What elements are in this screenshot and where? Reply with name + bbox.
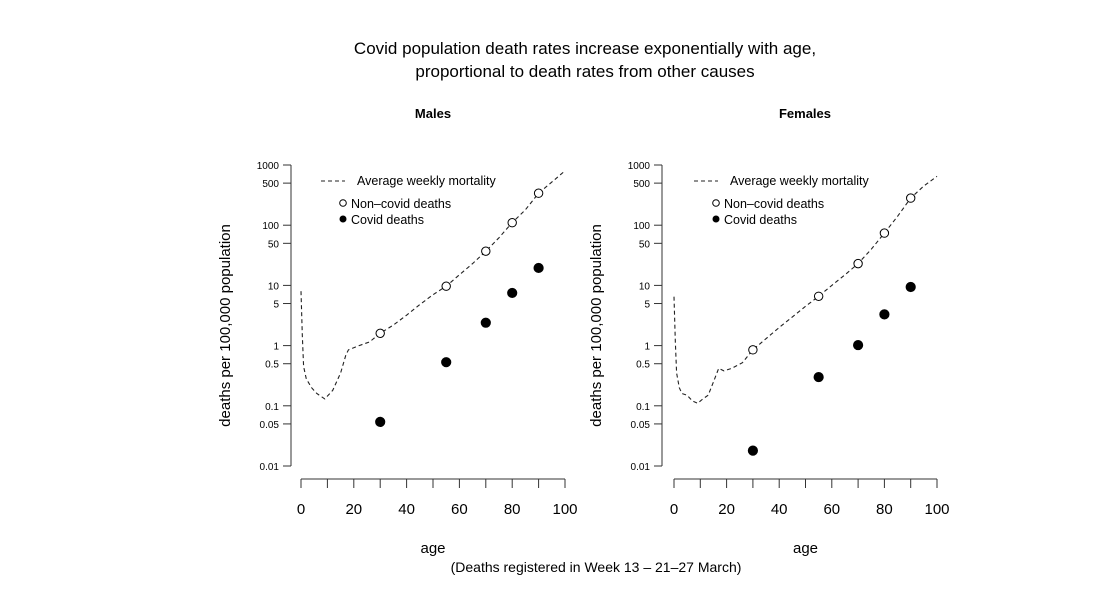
x-tick-label: 60 — [451, 501, 468, 518]
covid-point — [879, 309, 890, 320]
y-tick-label: 0.1 — [265, 402, 279, 413]
x-tick-label: 80 — [504, 501, 521, 518]
panel-title: Males — [415, 106, 451, 121]
y-tick-label: 1 — [644, 342, 650, 353]
covid-point — [375, 416, 386, 428]
y-tick-label: 1000 — [628, 161, 651, 172]
figure-title-line1: Covid population death rates increase ex… — [354, 39, 816, 58]
legend-filled-circle-icon — [712, 215, 720, 223]
x-tick-label: 40 — [398, 501, 415, 518]
y-tick-label: 500 — [633, 179, 650, 190]
non-covid-point — [813, 291, 824, 301]
females-panel: Females10005001005010510.50.10.050.01dea… — [588, 106, 950, 557]
y-tick-label: 0.05 — [631, 420, 651, 431]
figure-caption: (Deaths registered in Week 13 – 21–27 Ma… — [451, 559, 742, 575]
y-tick-label: 100 — [262, 221, 279, 232]
males-panel: Males10005001005010510.50.10.050.01death… — [217, 106, 578, 557]
non-covid-point — [748, 345, 758, 355]
x-tick-label: 0 — [297, 501, 305, 518]
x-tick-label: 20 — [718, 501, 735, 518]
x-tick-label: 100 — [552, 501, 577, 518]
legend-open-circle-icon — [339, 199, 347, 207]
non-covid-point — [906, 193, 916, 203]
x-axis-label: age — [420, 540, 445, 557]
x-axis-label: age — [793, 540, 818, 557]
y-tick-label: 10 — [268, 281, 280, 292]
covid-point — [813, 371, 824, 383]
legend-open-circle-icon — [712, 199, 720, 207]
legend-label: Covid deaths — [351, 213, 424, 227]
y-tick-label: 500 — [262, 179, 279, 190]
x-tick-label: 40 — [771, 501, 788, 518]
y-tick-label: 1 — [273, 342, 279, 353]
y-tick-label: 0.5 — [636, 360, 650, 371]
non-covid-point — [853, 258, 863, 269]
y-tick-label: 100 — [633, 221, 650, 232]
x-tick-label: 0 — [670, 501, 678, 518]
non-covid-point — [441, 281, 451, 291]
y-tick-label: 0.1 — [636, 402, 650, 413]
legend-label: Average weekly mortality — [730, 174, 869, 188]
y-tick-label: 1000 — [257, 161, 280, 172]
y-tick-label: 5 — [644, 300, 650, 311]
non-covid-point — [375, 328, 385, 339]
legend-label: Non–covid deaths — [351, 197, 451, 211]
y-tick-label: 5 — [273, 300, 279, 311]
y-tick-label: 0.01 — [631, 462, 651, 473]
panel-title: Females — [779, 106, 831, 121]
legend-label: Average weekly mortality — [357, 174, 496, 188]
covid-point — [507, 287, 518, 299]
covid-point — [441, 357, 452, 368]
y-tick-label: 0.05 — [260, 420, 280, 431]
non-covid-point — [533, 188, 544, 198]
x-tick-label: 20 — [345, 501, 362, 518]
non-covid-point — [507, 218, 517, 228]
non-covid-point — [879, 228, 890, 238]
covid-point — [533, 262, 544, 274]
legend-filled-circle-icon — [339, 215, 347, 223]
x-tick-label: 80 — [876, 501, 893, 518]
covid-point — [747, 445, 759, 456]
y-axis-label: deaths per 100,000 population — [217, 224, 234, 427]
y-tick-label: 50 — [639, 239, 651, 250]
y-tick-label: 10 — [639, 281, 651, 292]
non-covid-point — [481, 246, 491, 256]
figure-title-line2: proportional to death rates from other c… — [415, 62, 754, 81]
covid-point — [853, 339, 864, 351]
covid-point — [905, 281, 916, 293]
legend-label: Covid deaths — [724, 213, 797, 227]
legend-label: Non–covid deaths — [724, 197, 824, 211]
mortality-line — [673, 175, 938, 404]
y-tick-label: 50 — [268, 239, 280, 250]
y-tick-label: 0.5 — [265, 360, 279, 371]
covid-point — [480, 317, 491, 328]
y-tick-label: 0.01 — [260, 462, 280, 473]
x-tick-label: 100 — [924, 501, 949, 518]
x-tick-label: 60 — [823, 501, 840, 518]
y-axis-label: deaths per 100,000 population — [588, 224, 605, 427]
